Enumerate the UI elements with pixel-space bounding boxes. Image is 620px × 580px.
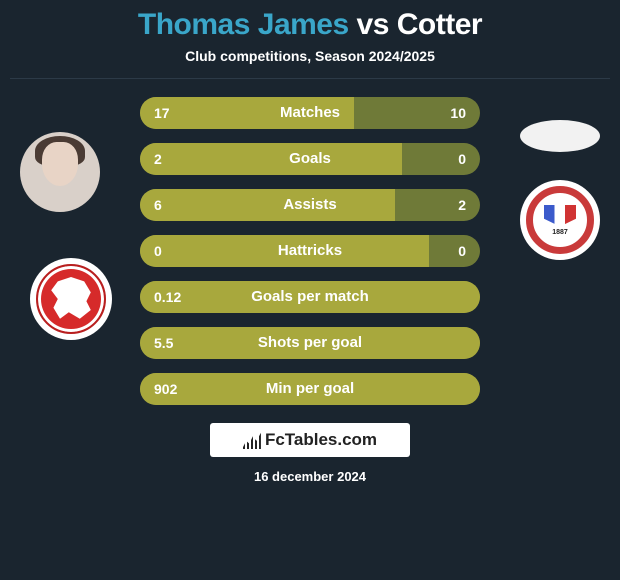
- stat-row: 0 Hattricks 0: [140, 235, 480, 267]
- title-vs: vs: [349, 8, 397, 41]
- stat-row: 2 Goals 0: [140, 143, 480, 175]
- comparison-card: Thomas James vs Cotter Club competitions…: [0, 0, 620, 580]
- stat-label: Matches: [140, 97, 480, 129]
- stat-row: 17 Matches 10: [140, 97, 480, 129]
- brand-text: FcTables.com: [265, 430, 377, 450]
- stats-list: 17 Matches 10 2 Goals 0 6 Assists 2 0 Ha…: [0, 97, 620, 405]
- stat-label: Min per goal: [140, 373, 480, 405]
- stat-label: Shots per goal: [140, 327, 480, 359]
- title-player-right: Cotter: [397, 8, 482, 41]
- separator: [10, 78, 610, 79]
- brand-badge: FcTables.com: [210, 423, 410, 457]
- stat-right-value: 10: [450, 97, 466, 129]
- stat-row: 0.12 Goals per match: [140, 281, 480, 313]
- stat-right-value: 2: [458, 189, 466, 221]
- title-player-left: Thomas James: [138, 8, 349, 41]
- stat-label: Goals: [140, 143, 480, 175]
- stat-label: Hattricks: [140, 235, 480, 267]
- stat-row: 902 Min per goal: [140, 373, 480, 405]
- subtitle: Club competitions, Season 2024/2025: [0, 48, 620, 64]
- chart-icon: [243, 431, 261, 449]
- page-title: Thomas James vs Cotter: [0, 8, 620, 42]
- stat-row: 5.5 Shots per goal: [140, 327, 480, 359]
- stat-label: Assists: [140, 189, 480, 221]
- stat-row: 6 Assists 2: [140, 189, 480, 221]
- footer-date: 16 december 2024: [0, 469, 620, 484]
- stat-right-value: 0: [458, 235, 466, 267]
- stat-label: Goals per match: [140, 281, 480, 313]
- stat-right-value: 0: [458, 143, 466, 175]
